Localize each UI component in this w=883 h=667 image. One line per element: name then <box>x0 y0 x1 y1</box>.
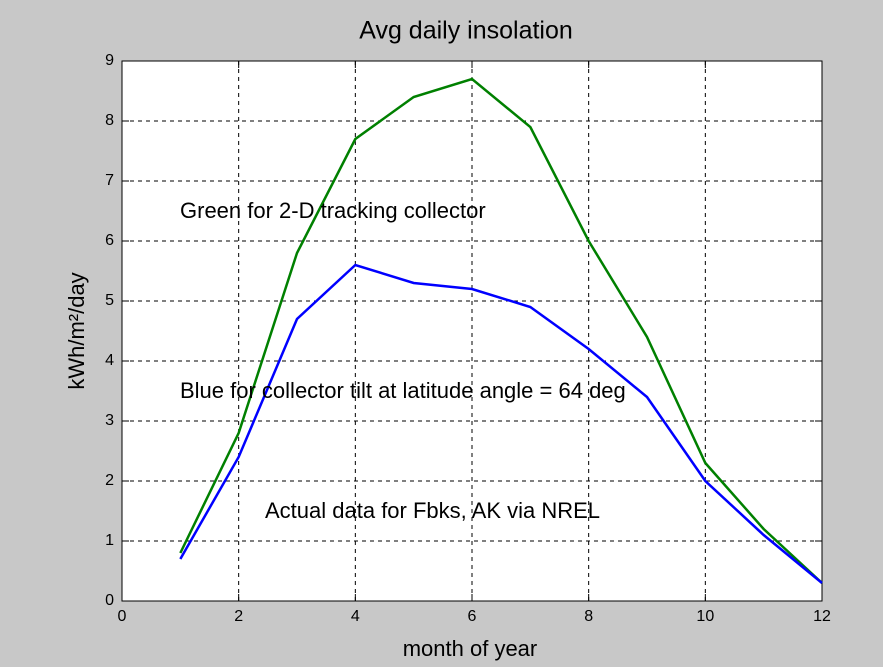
y-tick-label: 5 <box>105 292 114 309</box>
y-tick-label: 2 <box>105 472 114 489</box>
data-line <box>179 77 823 584</box>
x-tick-label: 2 <box>234 608 243 625</box>
y-tick-label: 3 <box>105 412 114 429</box>
x-tick-label: 12 <box>813 608 831 625</box>
y-tick-label: 8 <box>105 112 114 129</box>
y-axis-label: kWh/m²/day <box>64 272 89 389</box>
y-tick-label: 4 <box>105 352 114 369</box>
annotation: Actual data for Fbks, AK via NREL <box>265 498 600 523</box>
y-tick-label: 9 <box>105 52 114 69</box>
x-axis-label: month of year <box>403 636 538 661</box>
annotation: Green for 2-D tracking collector <box>180 198 486 223</box>
x-tick-label: 4 <box>351 608 360 625</box>
y-tick-label: 7 <box>105 172 114 189</box>
x-tick-label: 0 <box>118 608 127 625</box>
data-line <box>179 263 823 584</box>
chart-title: Avg daily insolation <box>359 17 573 45</box>
y-tick-label: 0 <box>105 592 114 609</box>
annotation: Blue for collector tilt at latitude angl… <box>180 378 626 403</box>
x-tick-label: 6 <box>468 608 477 625</box>
x-tick-label: 8 <box>584 608 593 625</box>
plot-frame <box>121 60 823 602</box>
y-tick-label: 1 <box>105 532 114 549</box>
y-tick-label: 6 <box>105 232 114 249</box>
x-tick-label: 10 <box>696 608 714 625</box>
